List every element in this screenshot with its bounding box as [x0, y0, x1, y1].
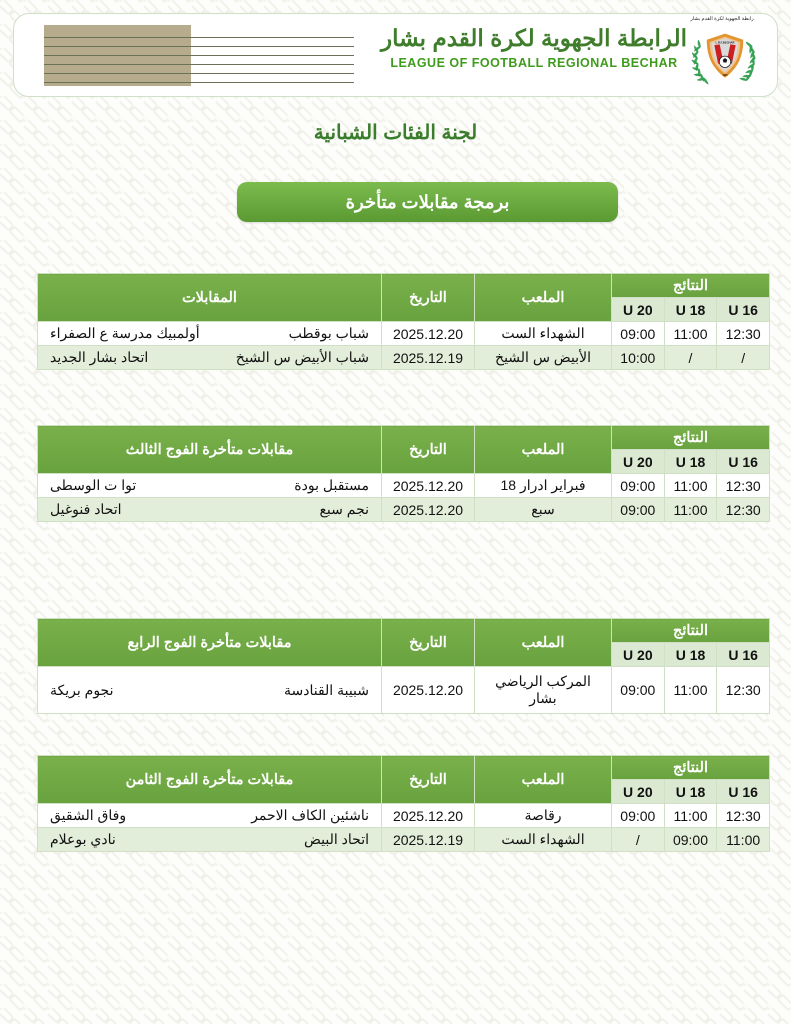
svg-text:1995: 1995: [722, 75, 728, 77]
svg-text:L.R.F.BECHAR: L.R.F.BECHAR: [716, 41, 735, 45]
